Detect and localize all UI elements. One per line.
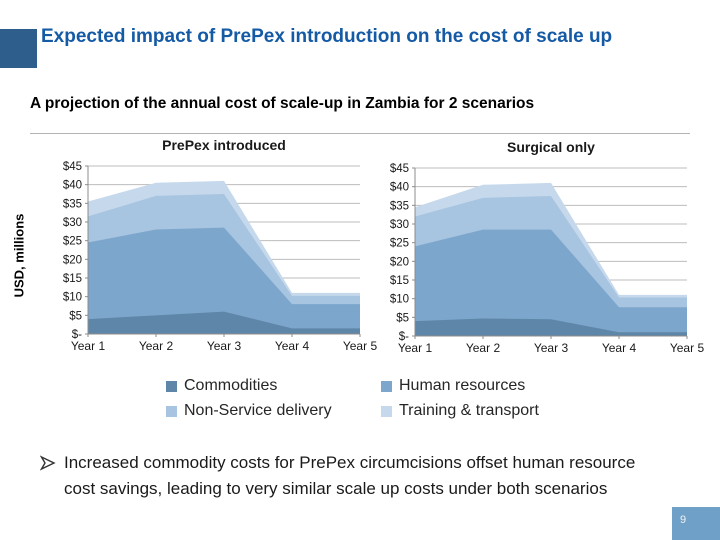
x-tick-label: Year 4: [602, 341, 637, 355]
page-title: Expected impact of PrePex introduction o…: [41, 26, 613, 47]
legend-item-commodities: Commodities: [166, 377, 381, 395]
x-tick-label: Year 3: [207, 339, 242, 353]
y-tick-label: $40: [63, 180, 82, 192]
human-resources-swatch-icon: [381, 380, 392, 392]
y-tick-label: $20: [63, 254, 82, 266]
training-transport-swatch-icon: [381, 405, 392, 417]
legend-label: Training & transport: [399, 402, 539, 419]
chart-legend: Commodities Human resources Non-Service …: [166, 377, 606, 420]
legend-item-non-service-delivery: Non-Service delivery: [166, 402, 381, 420]
x-tick-label: Year 3: [534, 341, 569, 355]
x-tick-label: Year 2: [466, 341, 501, 355]
x-tick-label: Year 1: [71, 339, 106, 353]
x-tick-label: Year 4: [275, 339, 310, 353]
title-accent-square: [0, 29, 37, 68]
y-tick-label: $25: [390, 238, 409, 250]
commodities-swatch-icon: [166, 380, 177, 392]
chart-surgical-only: Surgical only $- $5 $10 $15 $20 $25 $30 $35 $40 $…: [377, 139, 712, 358]
divider-line: [30, 133, 690, 134]
y-tick-label: $20: [390, 256, 409, 268]
y-tick-label: $30: [63, 217, 82, 229]
legend-item-human-resources: Human resources: [381, 377, 606, 395]
y-tick-label: $5: [69, 310, 82, 322]
y-tick-label: $25: [63, 236, 82, 248]
area-series-1: [88, 227, 360, 334]
y-tick-label: $35: [390, 200, 409, 212]
page-number-badge: 9: [672, 507, 720, 540]
bullet-point: Increased commodity costs for PrePex cir…: [40, 450, 660, 502]
x-tick-label: Year 5: [343, 339, 378, 353]
legend-label: Commodities: [184, 377, 278, 394]
y-tick-label: $35: [63, 198, 82, 210]
y-tick-label: $10: [390, 294, 409, 306]
y-tick-label: $30: [390, 219, 409, 231]
y-axis-title: USD, millions: [11, 213, 27, 298]
y-tick-label: $-: [72, 329, 82, 341]
bullet-text: Increased commodity costs for PrePex cir…: [64, 453, 636, 498]
area-chart-surgical: $- $5 $10 $15 $20 $25 $30 $35 $40 $45 Year 1 Year 2…: [390, 163, 705, 355]
y-tick-label: $15: [390, 275, 409, 287]
slide-subtitle: A projection of the annual cost of scale…: [30, 95, 535, 112]
x-tick-label: Year 2: [139, 339, 174, 353]
y-tick-label: $5: [396, 312, 409, 324]
chart-title-prepex: PrePex introduced: [162, 137, 286, 153]
y-tick-label: $15: [63, 273, 82, 285]
y-tick-label: $40: [390, 182, 409, 194]
non-service-delivery-swatch-icon: [166, 405, 177, 417]
chart-title-surgical: Surgical only: [507, 139, 595, 155]
x-tick-label: Year 5: [670, 341, 705, 355]
area-series-0: [88, 311, 360, 334]
area-series-1: [415, 229, 687, 336]
area-chart-prepex: $- $5 $10 $15 $20 $25 $30 $35 $40 $45 Year 1 Year 2…: [63, 161, 378, 353]
y-tick-label: $45: [390, 163, 409, 175]
y-tick-label: $45: [63, 161, 82, 173]
chart-prepex-introduced: PrePex introduced $- $5 $10 $15 $20 $25 $30 $35…: [50, 137, 385, 356]
arrow-bullet-icon: [40, 455, 56, 471]
y-tick-label: $10: [63, 292, 82, 304]
legend-label: Human resources: [399, 377, 526, 394]
legend-label: Non-Service delivery: [184, 402, 332, 419]
y-tick-label: $-: [399, 331, 409, 343]
x-tick-label: Year 1: [398, 341, 433, 355]
legend-item-training-transport: Training & transport: [381, 402, 606, 420]
page-number: 9: [680, 514, 687, 526]
area-series-0: [415, 318, 687, 336]
